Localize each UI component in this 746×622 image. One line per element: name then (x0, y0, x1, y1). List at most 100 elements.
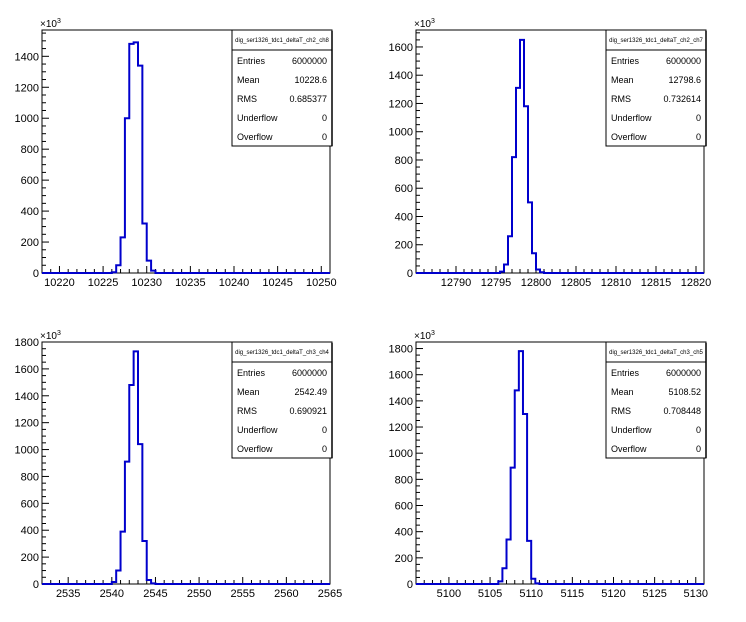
y-tick-label: 0 (33, 579, 39, 591)
stats-value-rms: 0.690921 (289, 406, 327, 416)
x-tick-label: 5100 (437, 588, 461, 600)
y-tick-label: 1000 (389, 127, 413, 139)
y-tick-label: 400 (395, 527, 413, 539)
x-tick-label: 2540 (100, 588, 124, 600)
y-tick-label: 800 (21, 471, 39, 483)
stats-label-overflow: Overflow (237, 444, 273, 454)
y-tick-label: 1800 (15, 337, 39, 349)
stats-value-overflow: 0 (322, 132, 327, 142)
stats-value-underflow: 0 (322, 425, 327, 435)
y-tick-label: 0 (407, 268, 413, 280)
x-tick-label: 12805 (561, 277, 592, 289)
stats-value-overflow: 0 (696, 132, 701, 142)
histogram-pad-4: 5100 5105 5110 5115 5120 5125 5130 0 200 400 600 80… (389, 330, 708, 600)
x-tick-label: 5105 (478, 588, 502, 600)
stats-value-entries: 6000000 (292, 56, 327, 66)
y-tick-label: 1200 (389, 98, 413, 110)
y-tick-label: 400 (21, 206, 39, 218)
y-tick-label: 1400 (389, 396, 413, 408)
y-tick-label: 1400 (389, 70, 413, 82)
x-tick-label: 2565 (318, 588, 342, 600)
stats-box (231, 341, 333, 459)
x-tick-label: 12815 (641, 277, 672, 289)
y-tick-label: 1400 (15, 391, 39, 403)
stats-label-entries: Entries (237, 368, 266, 378)
histogram-title: dig_ser1326_tdc1_deltaT_ch3_ch5 (609, 350, 703, 356)
y-exponent-label: ×103 (414, 18, 435, 30)
stats-value-overflow: 0 (322, 444, 327, 454)
histogram-line (416, 350, 704, 585)
histogram-line (42, 41, 330, 274)
y-tick-label: 0 (33, 268, 39, 280)
stats-box (605, 29, 707, 147)
x-tick-label: 12820 (681, 277, 712, 289)
y-tick-label: 1400 (15, 51, 39, 63)
x-tick-label: 10225 (88, 277, 119, 289)
histogram-pad-1: 10220 10225 10230 10235 10240 10245 10250 0 200 4… (15, 18, 337, 289)
x-tick-label: 2545 (143, 588, 167, 600)
stats-label-entries: Entries (611, 56, 640, 66)
x-tick-label: 10250 (306, 277, 337, 289)
stats-value-underflow: 0 (696, 425, 701, 435)
y-tick-label: 200 (21, 237, 39, 249)
stats-value-mean: 10228.6 (294, 75, 327, 85)
x-tick-label: 5120 (601, 588, 625, 600)
stats-label-overflow: Overflow (237, 132, 273, 142)
y-tick-label: 1800 (389, 344, 413, 356)
y-tick-label: 600 (395, 183, 413, 195)
y-tick-label: 400 (395, 211, 413, 223)
stats-value-mean: 2542.49 (294, 387, 327, 397)
x-tick-label: 10235 (175, 277, 206, 289)
stats-value-rms: 0.685377 (289, 94, 327, 104)
x-tick-label: 12800 (521, 277, 552, 289)
x-tick-label: 2555 (230, 588, 254, 600)
stats-label-mean: Mean (237, 75, 260, 85)
stats-value-rms: 0.708448 (663, 406, 701, 416)
x-tick-label: 5115 (561, 588, 585, 600)
y-tick-label: 1600 (389, 42, 413, 54)
y-tick-label: 200 (395, 240, 413, 252)
y-exponent-power: 3 (431, 330, 435, 337)
x-tick-label: 5130 (684, 588, 708, 600)
histogram-pad-3: 2535 2540 2545 2550 2555 2560 2565 0 200 400 600 80… (15, 330, 343, 600)
x-tick-label: 5110 (519, 588, 543, 600)
y-tick-label: 0 (407, 579, 413, 591)
stats-value-entries: 6000000 (666, 56, 701, 66)
histogram-title: dig_ser1326_tdc1_deltaT_ch3_ch4 (235, 350, 329, 356)
histogram-line (416, 38, 704, 274)
histogram-title: dig_ser1326_tdc1_deltaT_ch2_ch7 (609, 38, 703, 44)
y-exponent-label: ×103 (40, 330, 61, 342)
x-tick-label: 10240 (219, 277, 250, 289)
y-tick-label: 600 (395, 501, 413, 513)
stats-label-mean: Mean (237, 387, 260, 397)
y-tick-label: 600 (21, 175, 39, 187)
x-tick-label: 10245 (262, 277, 293, 289)
x-tick-label: 10230 (131, 277, 162, 289)
stats-value-overflow: 0 (696, 444, 701, 454)
stats-label-underflow: Underflow (237, 113, 278, 123)
y-tick-label: 1600 (15, 364, 39, 376)
histogram-bin (134, 42, 138, 273)
stats-value-mean: 12798.6 (668, 75, 701, 85)
stats-value-mean: 5108.52 (668, 387, 701, 397)
stats-box (231, 29, 333, 147)
stats-label-overflow: Overflow (611, 444, 647, 454)
x-tick-label: 2535 (56, 588, 80, 600)
y-exponent-power: 3 (57, 18, 61, 25)
x-tick-label: 12790 (441, 277, 472, 289)
histogram-title: dig_ser1326_tdc1_deltaT_ch2_ch8 (235, 38, 329, 44)
y-tick-label: 400 (21, 525, 39, 537)
histogram-pad-2: 12790 12795 12800 12805 12810 12815 12820 0 200 4… (389, 18, 712, 289)
y-tick-label: 1200 (389, 422, 413, 434)
y-tick-label: 1000 (389, 448, 413, 460)
x-tick-label: 5125 (642, 588, 666, 600)
stats-label-rms: RMS (611, 406, 631, 416)
stats-label-mean: Mean (611, 75, 634, 85)
stats-value-entries: 6000000 (666, 368, 701, 378)
y-tick-label: 800 (395, 155, 413, 167)
stats-label-rms: RMS (237, 406, 257, 416)
y-tick-label: 600 (21, 498, 39, 510)
y-exponent-label: ×103 (40, 18, 61, 30)
x-tick-label: 12810 (601, 277, 632, 289)
